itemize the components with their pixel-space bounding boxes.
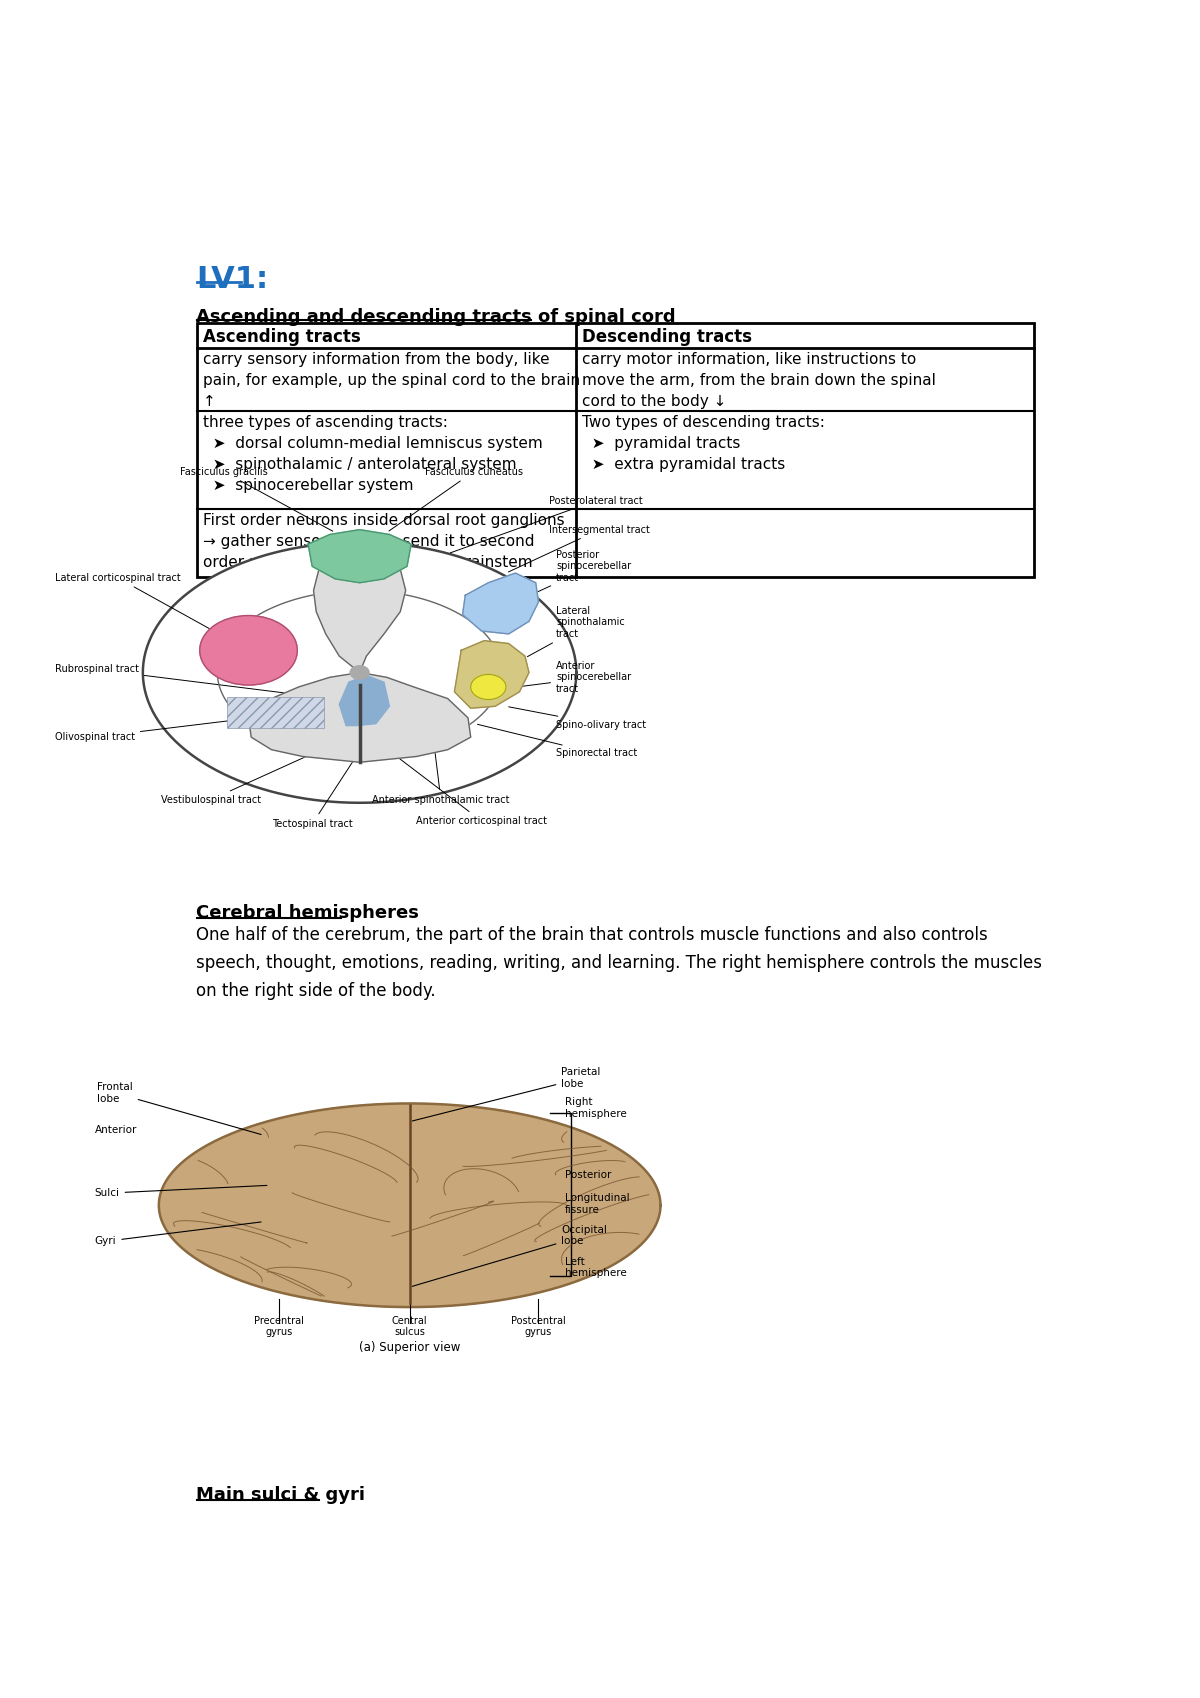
Circle shape [199, 616, 298, 684]
Text: Anterior corticospinal tract: Anterior corticospinal tract [386, 749, 547, 825]
Polygon shape [143, 542, 576, 803]
Text: Precentral
gyrus: Precentral gyrus [254, 1316, 304, 1338]
Text: Anterior spinothalamic tract: Anterior spinothalamic tract [372, 747, 510, 805]
Text: carry motor information, like instructions to
move the arm, from the brain down : carry motor information, like instructio… [582, 351, 936, 409]
Text: Spino-olivary tract: Spino-olivary tract [509, 706, 646, 730]
Text: Posterolateral tract: Posterolateral tract [450, 496, 643, 554]
Text: Longitudinal
fissure: Longitudinal fissure [565, 1194, 630, 1214]
Text: Descending tracts: Descending tracts [582, 328, 752, 346]
Text: Parietal
lobe: Parietal lobe [413, 1068, 601, 1121]
Text: Sulci: Sulci [95, 1185, 266, 1199]
Bar [197, 323, 1033, 577]
Text: LV1:: LV1: [197, 265, 269, 294]
Text: Fasciculus gracilis: Fasciculus gracilis [180, 467, 332, 531]
Text: three types of ascending tracts:
  ➤  dorsal column-medial lemniscus system
  ➤ : three types of ascending tracts: ➤ dorsa… [203, 414, 542, 492]
Text: Occipital
lobe: Occipital lobe [413, 1224, 607, 1287]
Text: Rubrospinal tract: Rubrospinal tract [55, 664, 350, 701]
Bar [227, 696, 324, 727]
Text: Anterior: Anterior [95, 1124, 137, 1134]
Text: Ascending and descending tracts of spinal cord: Ascending and descending tracts of spina… [197, 307, 676, 326]
Text: Left
hemisphere: Left hemisphere [565, 1257, 626, 1279]
Text: Ascending tracts: Ascending tracts [203, 328, 360, 346]
Circle shape [470, 674, 506, 700]
Text: One half of the cerebrum, the part of the brain that controls muscle functions a: One half of the cerebrum, the part of th… [197, 925, 1043, 1000]
Text: Central
sulcus: Central sulcus [392, 1316, 427, 1338]
Text: Lateral
spinothalamic
tract: Lateral spinothalamic tract [527, 606, 625, 657]
Text: Anterior
spinocerebellar
tract: Anterior spinocerebellar tract [520, 661, 631, 694]
Text: Spinorectal tract: Spinorectal tract [478, 725, 637, 759]
Text: Posterior: Posterior [565, 1170, 611, 1180]
Polygon shape [462, 574, 539, 633]
Text: (a) Superior view: (a) Superior view [359, 1341, 461, 1353]
Circle shape [350, 666, 370, 679]
Text: Fasciculus cuneatus: Fasciculus cuneatus [389, 467, 523, 531]
Text: Cerebral hemispheres: Cerebral hemispheres [197, 905, 419, 922]
Polygon shape [158, 1104, 660, 1307]
Polygon shape [340, 676, 390, 725]
Text: Right
hemisphere: Right hemisphere [565, 1097, 626, 1119]
Text: First order neurons inside dorsal root ganglions
→ gather sensory input → send i: First order neurons inside dorsal root g… [203, 513, 564, 571]
Polygon shape [217, 591, 502, 754]
Polygon shape [455, 640, 529, 708]
Text: Frontal
lobe: Frontal lobe [97, 1082, 262, 1134]
Text: Intersegmental tract: Intersegmental tract [509, 525, 650, 572]
Polygon shape [248, 672, 470, 762]
Text: Lateral corticospinal tract: Lateral corticospinal tract [55, 572, 246, 649]
Text: Posterior
spinocerebellar
tract: Posterior spinocerebellar tract [522, 550, 631, 599]
Text: Tectospinal tract: Tectospinal tract [272, 747, 362, 829]
Text: Olivospinal tract: Olivospinal tract [55, 717, 266, 742]
Text: Postcentral
gyrus: Postcentral gyrus [511, 1316, 565, 1338]
Text: Main sulci & gyri: Main sulci & gyri [197, 1486, 366, 1504]
Text: carry sensory information from the body, like
pain, for example, up the spinal c: carry sensory information from the body,… [203, 351, 580, 409]
Polygon shape [308, 530, 412, 582]
Polygon shape [313, 535, 406, 672]
Text: Vestibulospinal tract: Vestibulospinal tract [161, 739, 347, 805]
Text: Two types of descending tracts:
  ➤  pyramidal tracts
  ➤  extra pyramidal tract: Two types of descending tracts: ➤ pyrami… [582, 414, 826, 472]
Text: Gyri: Gyri [95, 1223, 262, 1246]
